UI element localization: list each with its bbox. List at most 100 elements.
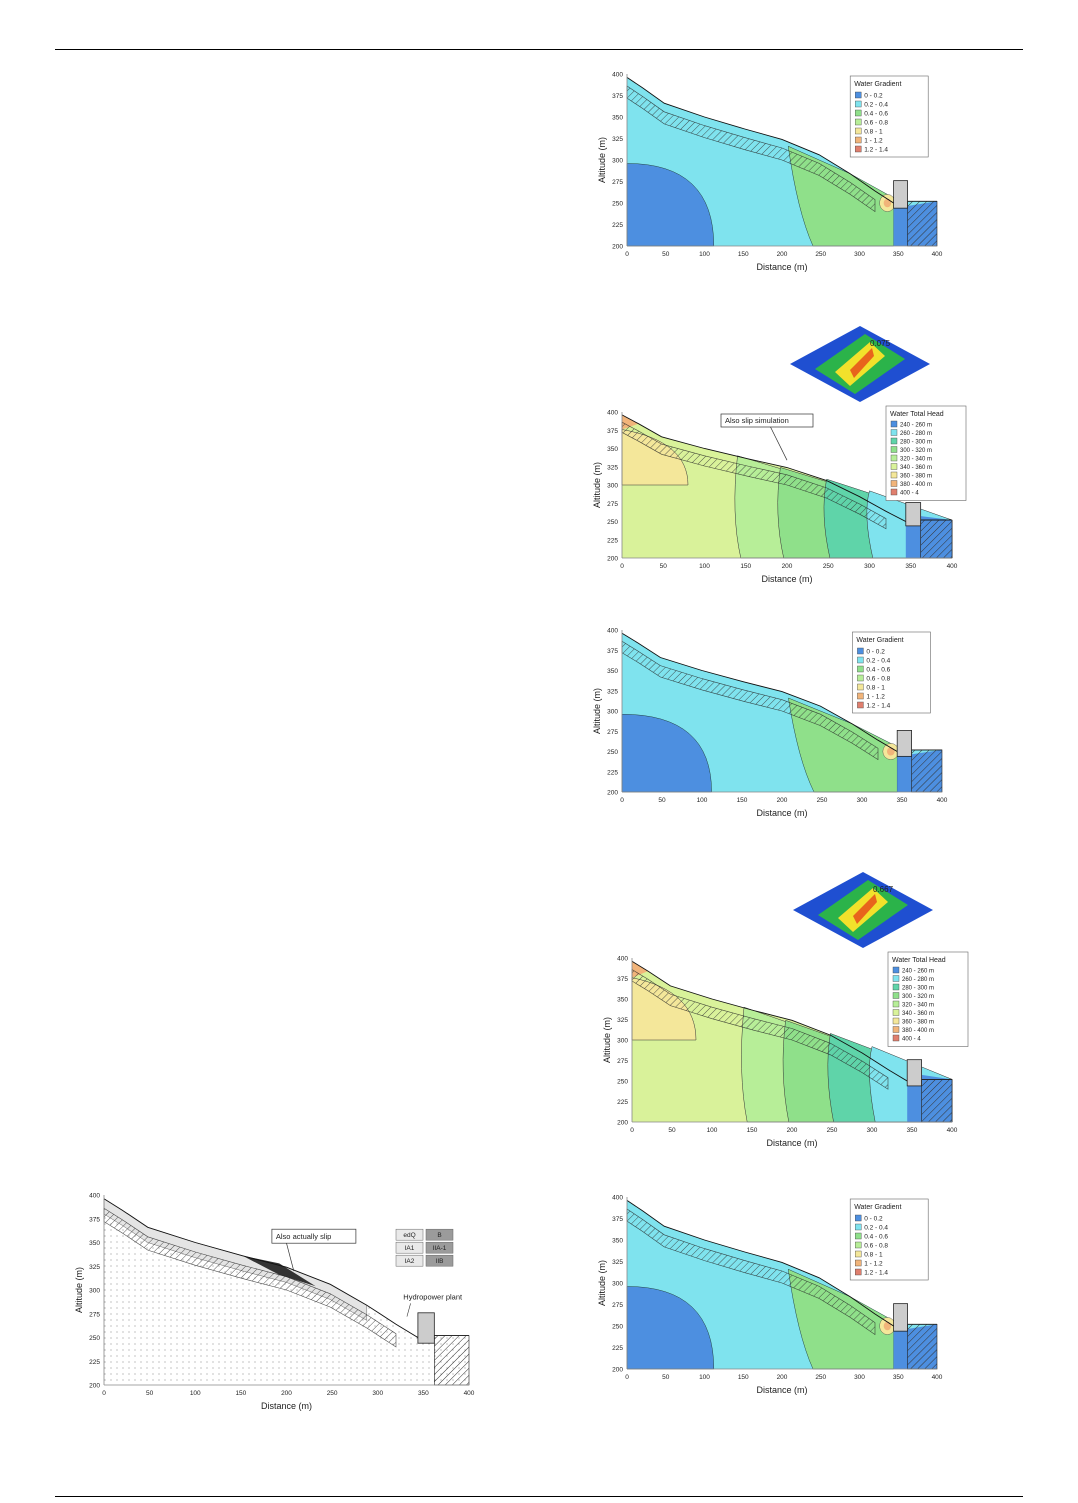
legend-swatch	[855, 109, 862, 117]
x-axis-label: Distance (m)	[756, 808, 807, 818]
soil-legend-label: B	[437, 1232, 441, 1239]
x-tick-label: 0	[630, 1127, 634, 1134]
x-tick-label: 200	[777, 251, 788, 258]
soil-legend-cell	[425, 1254, 454, 1267]
legend-swatch	[890, 446, 898, 453]
callout-text: Also slip simulation	[725, 416, 789, 425]
y-tick-label: 350	[612, 1238, 623, 1245]
x-tick-label: 150	[235, 1390, 246, 1397]
y-tick-label: 250	[617, 1079, 628, 1086]
x-tick-label: 300	[854, 1374, 865, 1381]
rock-layer-band	[631, 968, 889, 1090]
legend-swatch	[857, 656, 864, 664]
x-tick-label: 250	[827, 1127, 838, 1134]
legend-swatch	[892, 1026, 900, 1033]
figure-total-head-1: 400 375 350 325 300 275 250 225 200 0 50 100 150 200 2…	[580, 320, 980, 592]
legend-swatch	[857, 665, 864, 673]
legend-item-label: 320 - 340 m	[902, 1003, 934, 1009]
legend-item-label: 0.2 - 0.4	[866, 658, 890, 665]
plant-foundation	[907, 200, 938, 247]
y-tick-label: 200	[607, 790, 618, 797]
y-tick-label: 250	[612, 1324, 623, 1331]
plant-foundation	[434, 1335, 470, 1386]
legend-item-label: 1 - 1.2	[864, 138, 883, 145]
y-tick-label: 350	[607, 668, 618, 675]
callout: Also slip simulation	[720, 413, 814, 461]
legend-swatch	[857, 701, 864, 709]
y-tick-label: 350	[607, 446, 618, 453]
soil-legend-label: IIB	[436, 1258, 444, 1265]
rock-layer-band	[626, 1208, 876, 1336]
callout: Also actually slip	[271, 1228, 357, 1272]
legend-swatch	[855, 1268, 862, 1276]
inset-value-label: 0.075	[870, 339, 891, 348]
y-tick-label: 275	[607, 729, 618, 736]
y-tick-label: 300	[607, 709, 618, 716]
callout-leader	[286, 1243, 295, 1272]
legend-item-label: 400 - 4	[900, 491, 919, 497]
zone-1-1.2	[883, 1321, 892, 1331]
x-tick-label: 150	[740, 563, 751, 570]
x-tick-label: 150	[738, 1374, 749, 1381]
legend-item-label: 0.8 - 1	[866, 685, 885, 692]
x-axis-label: Distance (m)	[766, 1138, 817, 1148]
x-tick-label: 50	[668, 1127, 676, 1134]
y-tick-label: 400	[607, 410, 618, 417]
x-tick-label: 200	[782, 563, 793, 570]
y-tick-label: 225	[607, 769, 618, 776]
rock-layer-band	[626, 85, 876, 213]
x-tick-label: 50	[146, 1390, 154, 1397]
y-tick-label: 400	[607, 628, 618, 635]
legend-swatch	[892, 966, 900, 974]
x-tick-label: 100	[697, 797, 708, 804]
legend-title: Water Total Head	[890, 411, 944, 418]
hydropower-plant-building	[905, 502, 922, 527]
legend-swatch	[855, 1232, 862, 1240]
legend-item-label: 360 - 380 m	[900, 474, 932, 480]
y-tick-label: 225	[612, 222, 623, 229]
legend-box	[885, 405, 967, 501]
legend-item-label: 300 - 320 m	[902, 994, 934, 1000]
hydropower-plant-building	[896, 730, 913, 757]
y-axis-label: Altitude (m)	[602, 1017, 612, 1063]
legend-item-label: 0.4 - 0.6	[866, 667, 890, 674]
plant-foundation	[920, 519, 953, 559]
y-tick-label: 225	[612, 1345, 623, 1352]
soil-legend-cell	[395, 1241, 424, 1254]
legend-box	[852, 631, 931, 714]
x-tick-label: 300	[857, 797, 868, 804]
legend-swatch	[855, 136, 862, 144]
x-tick-label: 150	[737, 797, 748, 804]
x-tick-label: 0	[625, 251, 629, 258]
legend-swatch	[890, 463, 898, 470]
x-tick-label: 300	[864, 563, 875, 570]
legend-item-label: 0.4 - 0.6	[864, 1234, 888, 1241]
legend-item-label: 0 - 0.2	[864, 1216, 883, 1223]
y-tick-label: 350	[617, 997, 628, 1004]
legend-swatch	[857, 692, 864, 700]
soil-legend-cell	[395, 1254, 424, 1267]
legend-swatch	[892, 1009, 900, 1016]
legend-item-label: 0.8 - 1	[864, 1252, 883, 1259]
footer-rule	[55, 1496, 1023, 1497]
y-tick-label: 200	[617, 1120, 628, 1127]
hydropower-plant-building	[417, 1312, 435, 1344]
plant-foundation	[911, 749, 943, 793]
legend-swatch	[892, 1034, 900, 1042]
y-tick-label: 200	[612, 244, 623, 251]
legend-box	[849, 1198, 929, 1281]
legend-swatch	[892, 1000, 900, 1008]
hydropower-plant-building	[893, 180, 908, 209]
x-tick-label: 50	[660, 563, 668, 570]
y-tick-label: 350	[612, 115, 623, 122]
legend-item-label: 320 - 340 m	[900, 457, 932, 463]
x-tick-label: 400	[947, 563, 958, 570]
legend-item-label: 0.6 - 0.8	[864, 120, 888, 127]
x-tick-label: 200	[777, 797, 788, 804]
figure-water-gradient-3: 400 375 350 325 300 275 250 225 200 0 50 100 150 200 2…	[585, 1185, 985, 1403]
x-tick-label: 50	[658, 797, 666, 804]
